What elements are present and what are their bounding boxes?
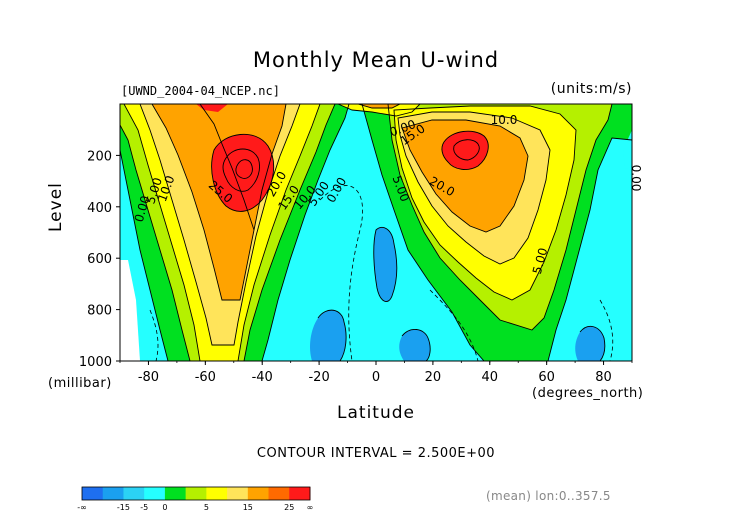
colorbar-swatch [144, 487, 166, 500]
fill-top-mid [338, 104, 420, 116]
fill-nh-20 [402, 120, 528, 232]
x-axis: -80 -60 -40 -20 0 20 40 60 80 [119, 361, 633, 385]
x-tick-label: 0 [372, 370, 380, 385]
fill-sh-core [211, 134, 274, 212]
fill-neg-3 [399, 329, 431, 361]
colorbar-swatch [289, 487, 311, 500]
colorbar-tick-label: 5 [204, 503, 209, 512]
colorbar-frame [81, 486, 311, 501]
contour-fills [120, 104, 632, 361]
colorbar-tick-label: 0 [162, 503, 167, 512]
colorbar-tick-label: -5 [140, 503, 148, 512]
colorbar-tick-label: -15 [117, 503, 130, 512]
colorbar-tick-label: -∞ [77, 503, 87, 512]
colorbar-swatch [123, 487, 145, 500]
colorbar-swatch [268, 487, 290, 500]
y-tick-label: 600 [87, 252, 112, 267]
fill-neg-4 [575, 326, 605, 361]
chart-title: Monthly Mean U-wind [252, 48, 500, 72]
contour-value-label: 5.00 [530, 246, 550, 275]
dashed-contours [149, 185, 614, 361]
colorbar-swatch [164, 487, 187, 500]
contour-value-label: 10.0 [491, 113, 518, 127]
y-axis-label: Level [46, 182, 66, 232]
contour-lines [120, 104, 632, 361]
fill-neg-2 [310, 310, 347, 361]
y-axis: 200 400 600 800 1000 [79, 149, 120, 370]
x-tick-label: 80 [595, 370, 612, 385]
y-tick-label: 200 [87, 149, 112, 164]
colorbar: -∞ -15 -5 0 5 15 25 ∞ [77, 486, 314, 512]
y-tick-label: 800 [87, 304, 112, 319]
x-tick-label: 20 [425, 370, 442, 385]
footer-mean-lon: (mean) lon:0..357.5 [486, 489, 611, 503]
contour-value-label: 0.00 [629, 165, 643, 192]
x-tick-label: -60 [195, 370, 216, 385]
fill-neg-1 [373, 227, 397, 302]
x-tick-label: 40 [482, 370, 499, 385]
colorbar-swatch [206, 487, 228, 500]
colorbar-swatch [185, 487, 207, 500]
y-tick-label: 1000 [79, 355, 112, 370]
x-axis-unit: (degrees_north) [532, 386, 644, 401]
colorbar-tick-label: ∞ [307, 503, 314, 512]
fill-missing-data [120, 260, 140, 361]
x-tick-label: -20 [308, 370, 329, 385]
colorbar-swatch [227, 487, 249, 500]
units-label: (units:m/s) [550, 81, 632, 97]
x-axis-label: Latitude [337, 403, 415, 423]
y-axis-unit: (millibar) [48, 376, 112, 391]
colorbar-swatch [82, 487, 104, 500]
colorbar-tick-label: 25 [284, 503, 294, 512]
y-tick-label: 400 [87, 201, 112, 216]
dataset-label: [UWND_2004-04_NCEP.nc] [121, 84, 280, 98]
x-tick-label: 60 [538, 370, 555, 385]
colorbar-swatch [102, 487, 124, 500]
x-tick-label: -40 [252, 370, 273, 385]
colorbar-tick-label: 15 [243, 503, 253, 512]
fill-nh-core [441, 131, 489, 170]
colorbar-swatch [247, 487, 270, 500]
x-tick-label: -80 [138, 370, 159, 385]
contour-interval: CONTOUR INTERVAL = 2.500E+00 [256, 446, 496, 461]
